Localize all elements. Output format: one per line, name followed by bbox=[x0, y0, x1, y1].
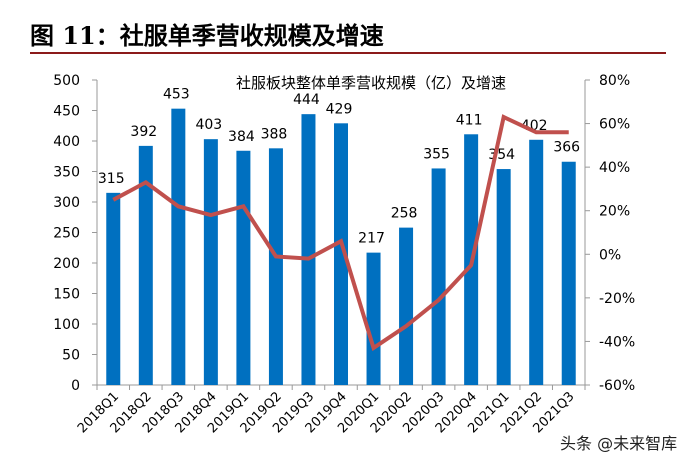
bar-data-label: 315 bbox=[98, 171, 125, 187]
bar bbox=[529, 139, 544, 385]
right-tick-label: 0% bbox=[599, 247, 621, 263]
left-tick-label: 250 bbox=[53, 226, 80, 242]
bar-data-label: 258 bbox=[391, 206, 418, 222]
left-tick-label: 50 bbox=[62, 348, 80, 364]
bar bbox=[268, 148, 283, 385]
left-tick-label: 200 bbox=[53, 256, 80, 272]
bar bbox=[301, 114, 316, 385]
bar bbox=[431, 168, 446, 385]
bar bbox=[138, 145, 153, 385]
left-tick-label: 0 bbox=[71, 378, 80, 394]
bar-data-label: 384 bbox=[228, 129, 255, 145]
bar-data-label: 392 bbox=[130, 124, 157, 140]
right-tick-label: -60% bbox=[599, 378, 635, 394]
right-tick-label: 80% bbox=[599, 73, 630, 89]
left-tick-label: 450 bbox=[53, 104, 80, 120]
left-tick-label: 150 bbox=[53, 287, 80, 303]
left-tick-label: 500 bbox=[53, 73, 80, 89]
bar-data-label: 217 bbox=[358, 231, 385, 247]
right-tick-label: -40% bbox=[599, 334, 635, 350]
left-tick-label: 400 bbox=[53, 134, 80, 150]
title-rule bbox=[30, 52, 666, 54]
left-tick-label: 300 bbox=[53, 195, 80, 211]
right-tick-label: 60% bbox=[599, 117, 630, 133]
bar bbox=[203, 139, 218, 385]
bar-data-label: 453 bbox=[163, 87, 190, 103]
bar-data-label: 366 bbox=[553, 140, 580, 156]
chart-title: 社服板块整体单季营收规模（亿）及增速 bbox=[236, 74, 506, 92]
bar-data-label: 403 bbox=[195, 117, 222, 133]
bar bbox=[171, 108, 186, 386]
bar bbox=[366, 252, 381, 385]
bar bbox=[561, 161, 576, 385]
bar-data-label: 444 bbox=[293, 92, 320, 108]
right-tick-label: 40% bbox=[599, 160, 630, 176]
bar bbox=[334, 123, 348, 385]
bar-data-label: 388 bbox=[261, 126, 288, 142]
bar-data-label: 355 bbox=[423, 146, 450, 162]
right-tick-label: -20% bbox=[599, 291, 635, 307]
bar bbox=[496, 169, 511, 385]
right-tick-label: 20% bbox=[599, 204, 630, 220]
watermark: 头条 @未来智库 bbox=[560, 434, 678, 453]
bar-data-label: 411 bbox=[456, 112, 483, 128]
left-tick-label: 350 bbox=[53, 165, 80, 181]
bar bbox=[106, 192, 121, 385]
bar bbox=[399, 227, 414, 385]
left-tick-label: 100 bbox=[53, 317, 80, 333]
figure-title: 图 11：社服单季营收规模及增速 bbox=[30, 21, 384, 50]
bar bbox=[236, 150, 251, 385]
bar-data-label: 429 bbox=[326, 101, 353, 117]
